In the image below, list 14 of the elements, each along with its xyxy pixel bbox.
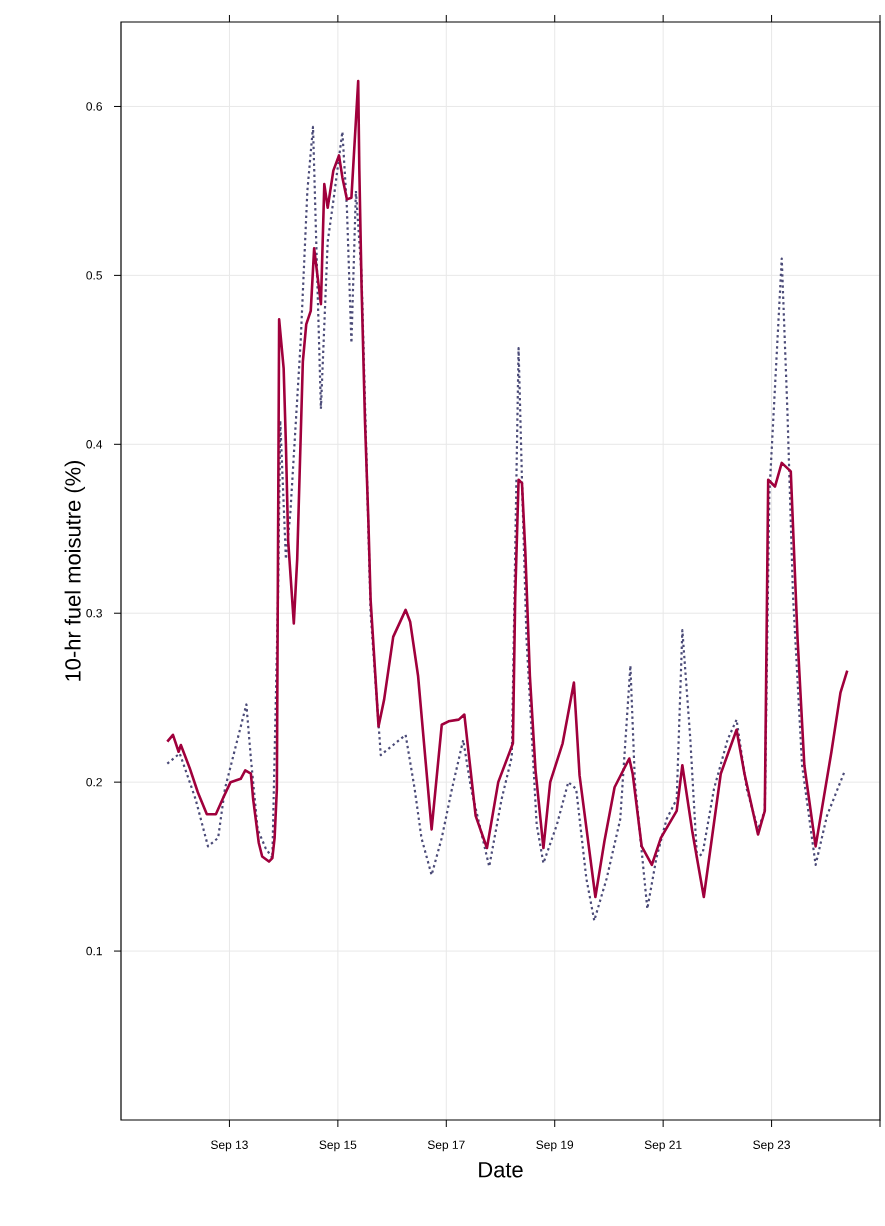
x-tick-label: Sep 15 xyxy=(319,1140,357,1152)
x-tick-label: Sep 19 xyxy=(536,1140,574,1152)
y-tick-label: 0.4 xyxy=(86,440,103,449)
y-tick-label: 0.5 xyxy=(86,271,102,280)
y-tick-label: 0.2 xyxy=(86,777,102,787)
y-tick-label: 0.6 xyxy=(86,102,102,111)
x-tick-label: Sep 23 xyxy=(753,1140,790,1152)
y-axis-title: 10-hr fuel moisutre (%) xyxy=(64,460,86,681)
x-tick-label: Sep 17 xyxy=(427,1140,465,1152)
y-tick-label: 0.3 xyxy=(86,609,102,618)
x-tick-label: Sep 21 xyxy=(644,1140,682,1152)
x-axis-title: Date xyxy=(479,1162,523,1178)
y-tick-label: 0.1 xyxy=(86,946,102,956)
x-tick-label: Sep 13 xyxy=(211,1140,248,1152)
